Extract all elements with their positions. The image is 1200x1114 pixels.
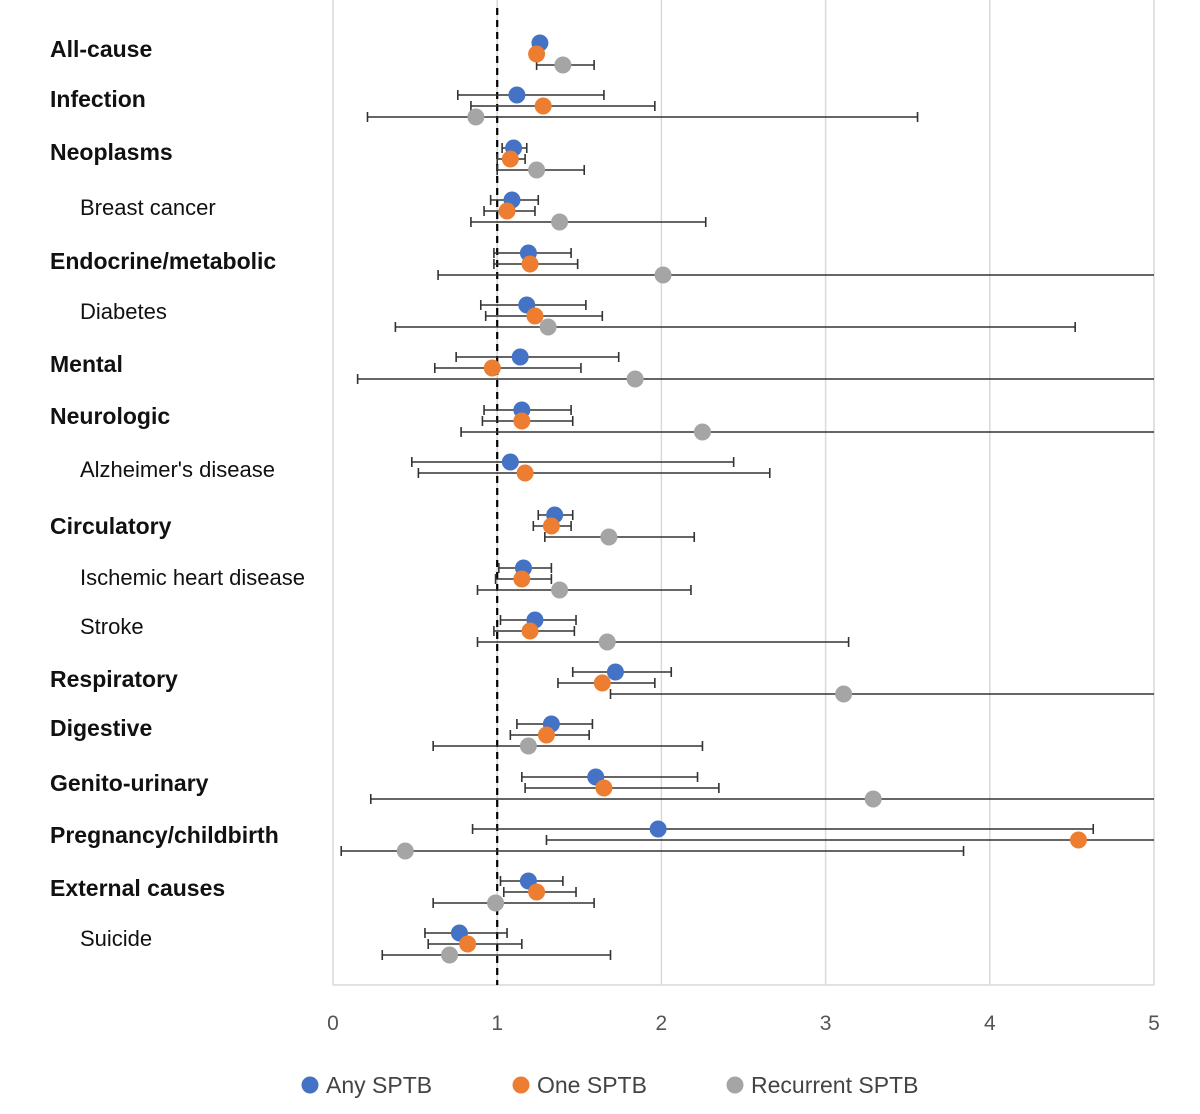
confidence-intervals	[340, 60, 1154, 960]
point-estimate	[593, 674, 611, 692]
legend-label: Any SPTB	[326, 1072, 432, 1098]
point-estimate	[513, 412, 531, 430]
point-estimate	[526, 307, 544, 325]
point-estimate	[511, 348, 529, 366]
point-estimate	[521, 622, 539, 640]
point-estimate	[534, 97, 552, 115]
x-tick-label: 2	[656, 1012, 668, 1035]
category-label: Neoplasms	[50, 139, 173, 165]
category-label: Genito-urinary	[50, 770, 209, 796]
point-estimate	[508, 86, 526, 104]
point-estimate	[483, 359, 501, 377]
category-label: Circulatory	[50, 513, 172, 539]
point-estimate	[1069, 831, 1087, 849]
category-label: Endocrine/metabolic	[50, 248, 276, 274]
point-estimate	[864, 790, 882, 808]
legend-marker	[301, 1076, 319, 1094]
point-estimate	[551, 581, 569, 599]
category-label: Mental	[50, 351, 123, 377]
category-label: Diabetes	[80, 299, 167, 324]
category-label: Digestive	[50, 715, 152, 741]
category-label: Respiratory	[50, 666, 178, 692]
point-estimate	[521, 255, 539, 273]
legend-marker	[726, 1076, 744, 1094]
category-label: External causes	[50, 875, 225, 901]
point-estimate	[598, 633, 616, 651]
category-labels: All-cause Infection Neoplasms Breast cancer…	[50, 36, 305, 951]
point-estimate	[528, 161, 546, 179]
category-label: Neurologic	[50, 403, 170, 429]
legend-label: Recurrent SPTB	[751, 1072, 918, 1098]
category-label: Breast cancer	[80, 195, 216, 220]
point-estimate	[539, 318, 557, 336]
category-label: Stroke	[80, 614, 144, 639]
point-estimate	[835, 685, 853, 703]
category-label: All-cause	[50, 36, 152, 62]
point-estimate	[626, 370, 644, 388]
category-label: Alzheimer's disease	[80, 457, 275, 482]
x-tick-label: 3	[820, 1012, 832, 1035]
point-estimate	[649, 820, 667, 838]
point-estimate	[554, 56, 572, 74]
point-estimate	[528, 883, 546, 901]
point-estimate	[606, 663, 624, 681]
point-estimate	[519, 737, 537, 755]
x-tick-label: 4	[984, 1012, 996, 1035]
point-estimate	[516, 464, 534, 482]
category-label: Infection	[50, 86, 146, 112]
category-label: Pregnancy/childbirth	[50, 822, 279, 848]
point-estimates	[396, 34, 1087, 964]
category-label: Suicide	[80, 926, 152, 951]
legend-label: One SPTB	[537, 1072, 647, 1098]
point-estimate	[467, 108, 485, 126]
point-estimate	[501, 453, 519, 471]
gridlines	[332, 0, 1155, 985]
point-estimate	[513, 570, 531, 588]
point-estimate	[600, 528, 618, 546]
legend: Any SPTB One SPTB Recurrent SPTB	[301, 1072, 918, 1098]
x-tick-label: 0	[327, 1012, 339, 1035]
point-estimate	[396, 842, 414, 860]
point-estimate	[595, 779, 613, 797]
point-estimate	[551, 213, 569, 231]
legend-marker	[512, 1076, 530, 1094]
x-tick-label: 1	[491, 1012, 503, 1035]
x-tick-label: 5	[1148, 1012, 1160, 1035]
point-estimate	[498, 202, 516, 220]
point-estimate	[654, 266, 672, 284]
point-estimate	[542, 517, 560, 535]
point-estimate	[487, 894, 505, 912]
point-estimate	[501, 150, 519, 168]
point-estimate	[459, 935, 477, 953]
x-axis: 0 1 2 3 4 5	[327, 984, 1160, 1035]
point-estimate	[537, 726, 555, 744]
point-estimate	[693, 423, 711, 441]
category-label: Ischemic heart disease	[80, 565, 305, 590]
point-estimate	[441, 946, 459, 964]
point-estimate	[528, 45, 546, 63]
